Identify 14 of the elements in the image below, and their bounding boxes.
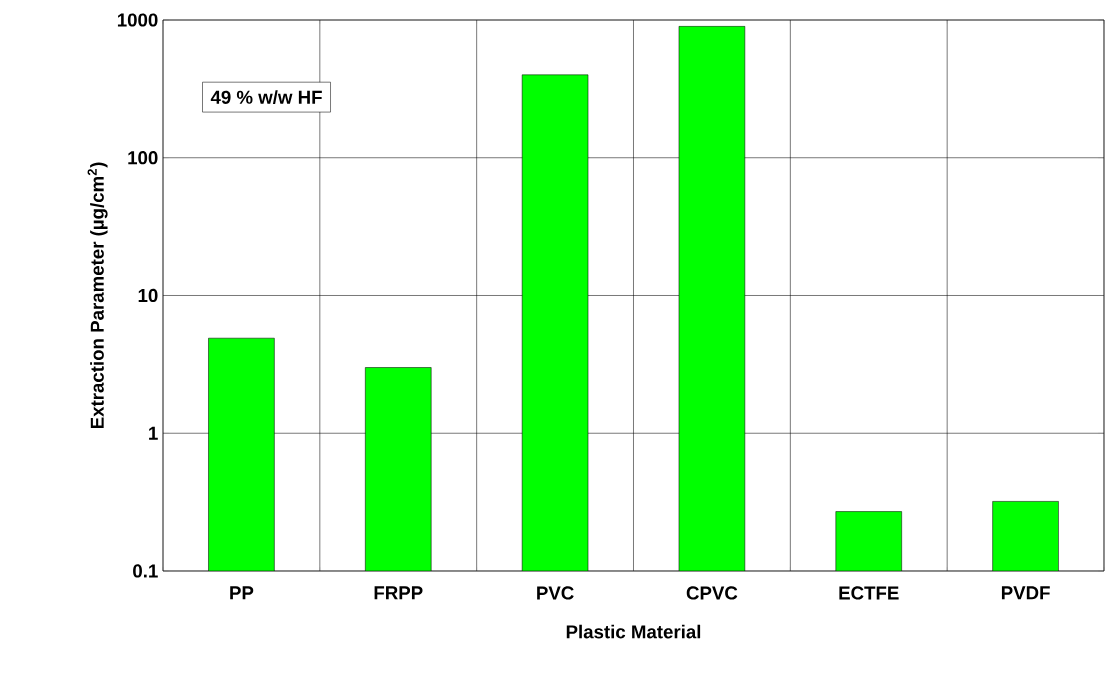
x-tick-label: FRPP [374, 586, 423, 600]
annotation: 49 % w/w HF [210, 90, 322, 105]
y-tick-label: 1000 [117, 13, 158, 27]
x-tick-label: PVDF [1001, 586, 1050, 600]
x-tick-label: PP [230, 586, 254, 600]
x-axis-title: Plastic Material [566, 624, 701, 639]
x-tick-label: ECTFE [839, 586, 899, 600]
x-tick-label: CPVC [686, 586, 738, 600]
y-tick-label: 10 [138, 288, 158, 303]
y-tick-label: 100 [128, 151, 158, 165]
y-axis-title: Extraction Parameter (µg/cm$^{2}$) [87, 162, 108, 429]
x-tick-label: PVC [537, 586, 574, 600]
y-tick-label: 0.1 [133, 564, 158, 578]
y-tick-label: 1 [149, 426, 158, 440]
